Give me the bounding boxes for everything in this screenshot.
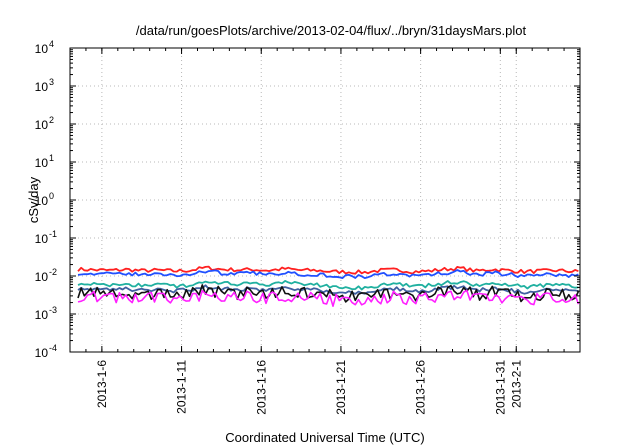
y-tick-label: 10 (35, 194, 49, 208)
grid (70, 48, 580, 352)
y-tick-label: 10 (35, 270, 49, 284)
y-tick-exponent: -2 (49, 267, 57, 277)
y-tick-exponent: 0 (49, 191, 54, 201)
series-line (77, 289, 580, 307)
x-tick-label: 2013-1-21 (334, 360, 348, 415)
series-line (77, 265, 579, 275)
x-tick-label: 2013-1-6 (95, 360, 109, 408)
x-tick-label: 2013-1-26 (414, 360, 428, 415)
x-tick-label: 2013-1-16 (254, 360, 268, 415)
x-tick-label: 2013-1-11 (175, 360, 189, 414)
x-tick-label: 2013-1-31 (493, 360, 507, 415)
y-tick-exponent: -3 (49, 305, 57, 315)
y-axis-label: cSv/day (26, 176, 41, 223)
chart-title: /data/run/goesPlots/archive/2013-02-04/f… (136, 23, 527, 38)
y-tick-label: 10 (35, 346, 49, 360)
x-tick-label: 2013-2-1 (509, 360, 523, 408)
y-tick-exponent: 3 (49, 77, 54, 87)
y-tick-exponent: 1 (49, 153, 54, 163)
y-tick-label: 10 (35, 156, 49, 170)
series-group (77, 265, 580, 307)
y-tick-label: 10 (35, 308, 49, 322)
y-tick-exponent: 4 (49, 39, 54, 49)
y-tick-label: 10 (35, 118, 49, 132)
x-axis: 2013-1-6 2013-1-11 2013-1-16 2013-1-21 2013-… (85, 48, 565, 415)
y-tick-label: 10 (35, 42, 49, 56)
y-tick-label: 10 (35, 232, 49, 246)
x-axis-label: Coordinated Universal Time (UTC) (225, 430, 424, 445)
series-line (77, 280, 579, 291)
y-tick-label: 10 (35, 80, 49, 94)
y-tick-exponent: 2 (49, 115, 54, 125)
series-line (77, 269, 579, 279)
y-tick-exponent: -1 (49, 229, 57, 239)
y-tick-exponent: -4 (49, 343, 57, 353)
